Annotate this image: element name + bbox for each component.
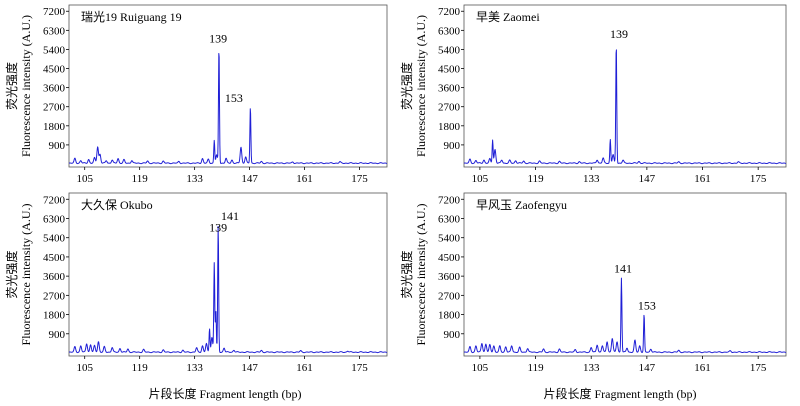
y-axis-label: Fluorescence intensity (A.U.) bbox=[414, 204, 428, 346]
x-tick-label: 133 bbox=[186, 173, 203, 185]
y-tick-label: 1800 bbox=[438, 121, 461, 133]
y-tick-label: 5400 bbox=[438, 233, 461, 245]
y-tick-label: 900 bbox=[49, 329, 66, 341]
y-tick-label: 900 bbox=[49, 140, 66, 152]
y-tick-label: 7200 bbox=[43, 6, 66, 18]
panel-title: 大久保 Okubo bbox=[81, 198, 153, 212]
fluorescence-trace bbox=[68, 52, 388, 165]
fluorescence-trace bbox=[463, 49, 787, 165]
peak-label: 139 bbox=[209, 31, 227, 45]
x-tick-label: 175 bbox=[351, 362, 368, 374]
x-tick-label: 105 bbox=[76, 362, 93, 374]
y-tick-label: 6300 bbox=[438, 213, 461, 225]
y-tick-label: 900 bbox=[444, 140, 461, 152]
y-tick-label: 4500 bbox=[43, 252, 66, 264]
x-tick-label: 147 bbox=[639, 362, 656, 374]
plot-frame bbox=[68, 192, 388, 357]
chart-panel: 900 1800 2700 3600 4500 5400 6300 7200 105 119 133… bbox=[399, 192, 787, 374]
y-axis-label: 荧光强度 bbox=[399, 250, 414, 298]
x-tick-label: 175 bbox=[750, 362, 767, 374]
x-tick-label: 105 bbox=[76, 173, 93, 185]
chart-panel: 900 1800 2700 3600 4500 5400 6300 7200 105 119 133… bbox=[399, 4, 787, 185]
y-axis-label: 荧光强度 bbox=[399, 62, 414, 110]
x-tick-label: 119 bbox=[132, 173, 149, 185]
chart-panel: 900 1800 2700 3600 4500 5400 6300 7200 105 119 133… bbox=[4, 4, 388, 185]
x-tick-label: 147 bbox=[241, 362, 258, 374]
x-tick-label: 133 bbox=[583, 362, 600, 374]
x-tick-label: 105 bbox=[472, 173, 489, 185]
y-tick-label: 2700 bbox=[438, 102, 461, 114]
y-axis-label: Fluorescence intensity (A.U.) bbox=[19, 204, 33, 346]
y-tick-label: 3600 bbox=[43, 271, 66, 283]
y-tick-label: 7200 bbox=[438, 194, 461, 206]
x-tick-label: 119 bbox=[528, 173, 545, 185]
x-axis-label: 片段长度 Fragment length (bp) bbox=[544, 386, 697, 401]
peak-label: 139 bbox=[209, 221, 227, 235]
plot-frame bbox=[463, 192, 787, 357]
peak-label: 141 bbox=[614, 262, 632, 276]
peak-label: 141 bbox=[221, 209, 239, 223]
y-tick-label: 1800 bbox=[438, 310, 461, 322]
y-tick-label: 2700 bbox=[438, 290, 461, 302]
y-axis-label: 荧光强度 bbox=[4, 250, 19, 298]
x-tick-label: 161 bbox=[694, 362, 711, 374]
y-tick-label: 1800 bbox=[43, 310, 66, 322]
x-tick-label: 161 bbox=[296, 173, 313, 185]
y-tick-label: 4500 bbox=[438, 64, 461, 76]
peak-label: 153 bbox=[638, 298, 656, 312]
x-tick-label: 175 bbox=[351, 173, 368, 185]
y-tick-label: 6300 bbox=[43, 213, 66, 225]
peak-label: 153 bbox=[225, 91, 243, 105]
x-tick-label: 175 bbox=[750, 173, 767, 185]
y-tick-label: 4500 bbox=[43, 64, 66, 76]
y-tick-label: 4500 bbox=[438, 252, 461, 264]
y-tick-label: 3600 bbox=[43, 83, 66, 95]
y-axis-label: Fluorescence intensity (A.U.) bbox=[19, 15, 33, 157]
y-tick-label: 7200 bbox=[438, 6, 461, 18]
panel-title: 早风玉 Zaofengyu bbox=[476, 198, 567, 212]
y-tick-label: 3600 bbox=[438, 83, 461, 95]
panel-title: 早美 Zaomei bbox=[476, 10, 540, 24]
x-tick-label: 133 bbox=[583, 173, 600, 185]
y-tick-label: 6300 bbox=[438, 25, 461, 37]
x-tick-label: 133 bbox=[186, 362, 203, 374]
y-axis-label: 荧光强度 bbox=[4, 62, 19, 110]
y-tick-label: 6300 bbox=[43, 25, 66, 37]
x-axis-label: 片段长度 Fragment length (bp) bbox=[149, 386, 302, 401]
y-tick-label: 5400 bbox=[43, 44, 66, 56]
y-axis-label: Fluorescence intensity (A.U.) bbox=[414, 15, 428, 157]
plot-frame bbox=[463, 4, 787, 168]
y-tick-label: 1800 bbox=[43, 121, 66, 133]
y-tick-label: 7200 bbox=[43, 194, 66, 206]
y-tick-label: 2700 bbox=[43, 102, 66, 114]
fluorescence-trace bbox=[463, 277, 787, 354]
y-tick-label: 900 bbox=[444, 329, 461, 341]
y-tick-label: 5400 bbox=[43, 233, 66, 245]
plot-frame bbox=[68, 4, 388, 168]
x-tick-label: 119 bbox=[132, 362, 149, 374]
x-tick-label: 161 bbox=[694, 173, 711, 185]
x-tick-label: 147 bbox=[639, 173, 656, 185]
y-tick-label: 5400 bbox=[438, 44, 461, 56]
y-tick-label: 3600 bbox=[438, 271, 461, 283]
y-tick-label: 2700 bbox=[43, 290, 66, 302]
chart-panel: 900 1800 2700 3600 4500 5400 6300 7200 105 119 133… bbox=[4, 192, 388, 374]
x-tick-label: 105 bbox=[472, 362, 489, 374]
x-tick-label: 119 bbox=[528, 362, 545, 374]
panel-title: 瑞光19 Ruiguang 19 bbox=[81, 10, 182, 24]
x-tick-label: 161 bbox=[296, 362, 313, 374]
x-tick-label: 147 bbox=[241, 173, 258, 185]
fluorescence-trace bbox=[68, 225, 388, 354]
peak-label: 139 bbox=[610, 27, 628, 41]
